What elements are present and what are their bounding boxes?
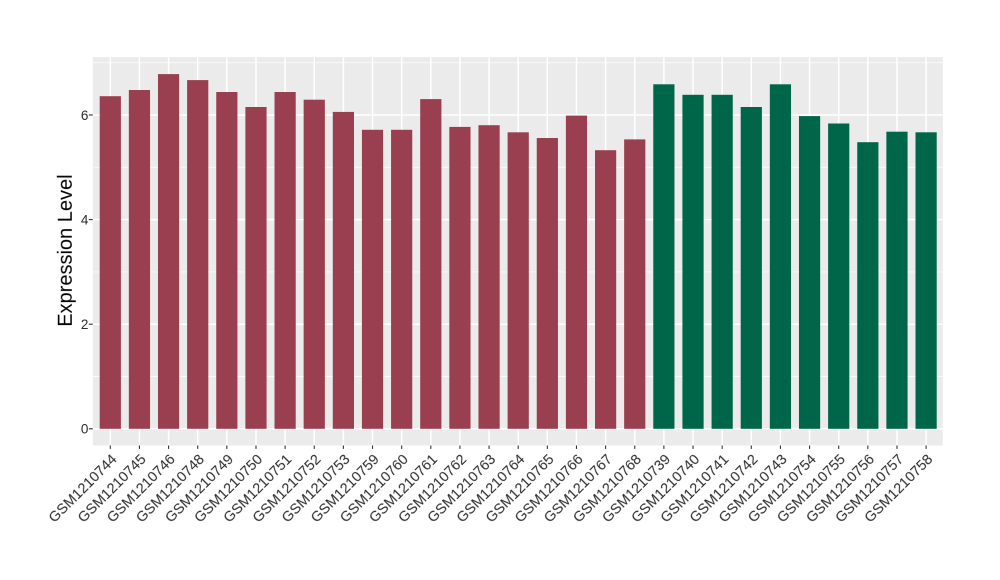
svg-text:6: 6	[81, 108, 89, 123]
svg-text:4: 4	[81, 212, 89, 227]
svg-text:2: 2	[81, 317, 89, 332]
svg-text:0: 0	[81, 422, 89, 437]
svg-text:Expression Level: Expression Level	[55, 174, 77, 326]
